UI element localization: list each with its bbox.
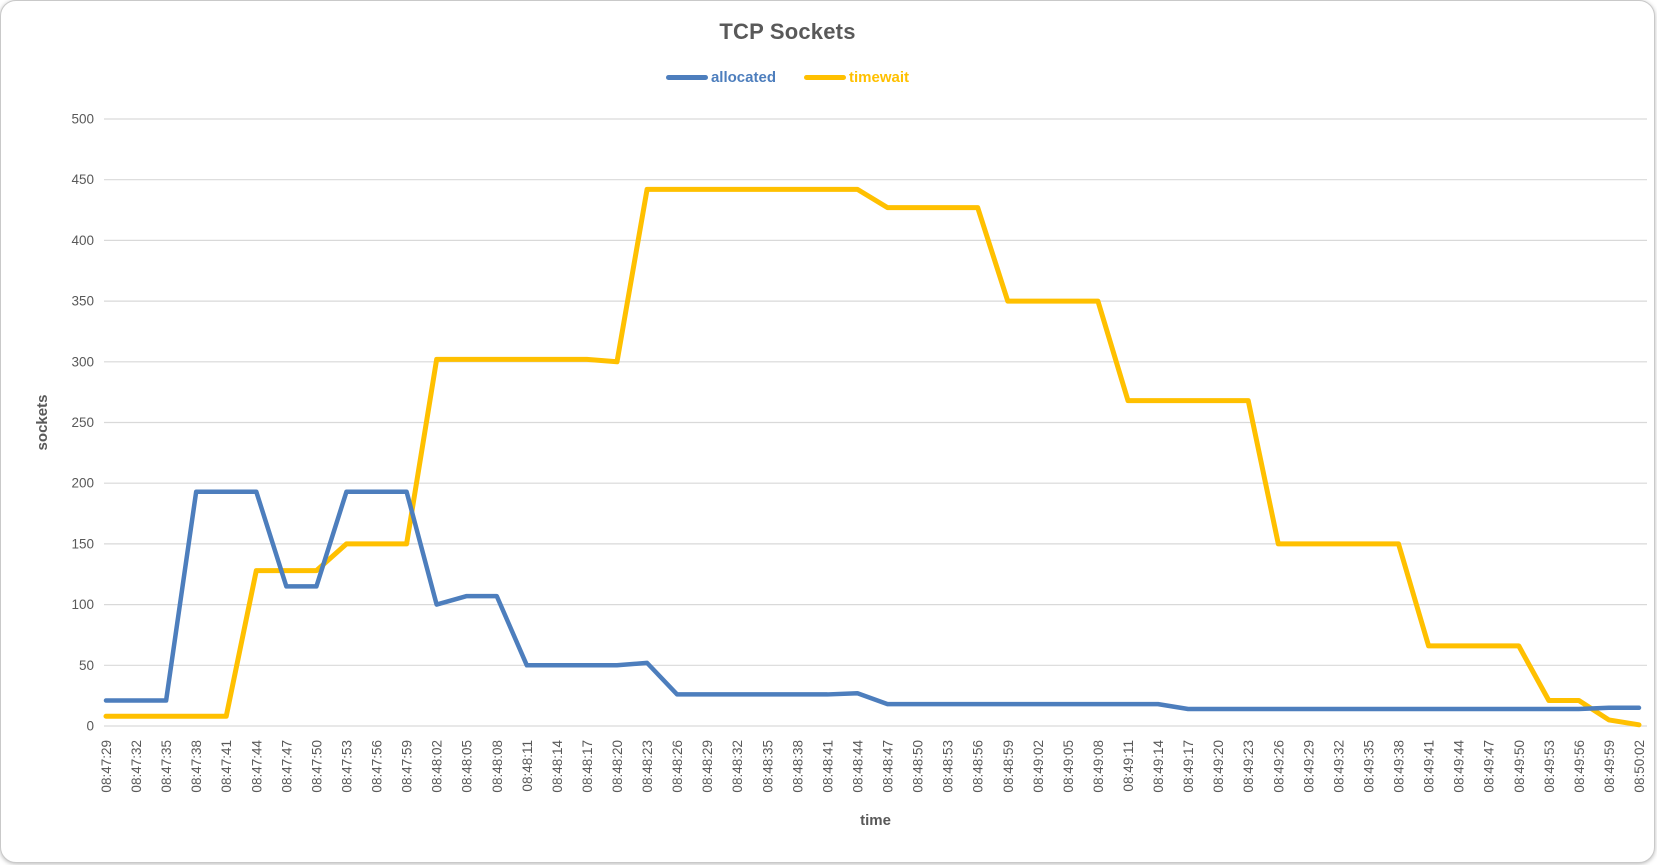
y-tick-label-300: 300 — [71, 354, 94, 369]
x-tick-label-49: 08:49:56 — [1572, 740, 1587, 793]
x-tick-label-42: 08:49:35 — [1361, 740, 1376, 793]
x-tick-label-9: 08:47:56 — [370, 740, 385, 793]
x-tick-label-30: 08:48:59 — [1001, 740, 1016, 793]
x-tick-label-32: 08:49:05 — [1061, 740, 1076, 793]
x-tick-label-7: 08:47:50 — [309, 740, 324, 793]
x-tick-label-37: 08:49:20 — [1211, 740, 1226, 793]
x-tick-label-21: 08:48:32 — [730, 740, 745, 793]
chart-legend: allocated timewait — [1, 69, 1574, 86]
x-tick-label-38: 08:49:23 — [1241, 740, 1256, 793]
x-tick-label-13: 08:48:08 — [490, 740, 505, 793]
x-tick-label-26: 08:48:47 — [881, 740, 896, 793]
x-tick-label-1: 08:47:32 — [129, 740, 144, 793]
y-tick-label-500: 500 — [71, 112, 94, 127]
y-tick-label-450: 450 — [71, 172, 94, 187]
x-tick-label-25: 08:48:44 — [850, 740, 865, 793]
x-tick-label-33: 08:49:08 — [1091, 740, 1106, 793]
x-tick-label-8: 08:47:53 — [339, 740, 354, 793]
y-tick-label-0: 0 — [86, 719, 94, 734]
legend-label-allocated: allocated — [710, 69, 776, 86]
y-tick-label-250: 250 — [71, 415, 94, 430]
x-tick-label-27: 08:48:50 — [911, 740, 926, 793]
x-tick-label-17: 08:48:20 — [610, 740, 625, 793]
x-tick-label-6: 08:47:47 — [279, 740, 294, 793]
x-tick-label-48: 08:49:53 — [1542, 740, 1557, 793]
x-tick-label-23: 08:48:38 — [790, 740, 805, 793]
x-tick-label-11: 08:48:02 — [430, 740, 445, 793]
x-tick-label-24: 08:48:41 — [820, 740, 835, 793]
x-tick-label-20: 08:48:29 — [700, 740, 715, 793]
x-tick-label-39: 08:49:26 — [1271, 740, 1286, 793]
x-tick-label-36: 08:49:17 — [1181, 740, 1196, 793]
x-tick-label-14: 08:48:11 — [520, 740, 535, 792]
x-tick-label-46: 08:49:47 — [1482, 740, 1497, 793]
x-axis-title: time — [860, 812, 891, 829]
x-tick-label-51: 08:50:02 — [1632, 740, 1647, 793]
x-tick-label-16: 08:48:17 — [580, 740, 595, 793]
series-line-allocated — [103, 489, 1642, 712]
x-tick-label-12: 08:48:05 — [460, 740, 475, 793]
x-tick-label-50: 08:49:59 — [1602, 740, 1617, 793]
x-tick-label-29: 08:48:56 — [971, 740, 986, 793]
x-tick-label-18: 08:48:23 — [640, 740, 655, 793]
x-tick-label-45: 08:49:44 — [1452, 740, 1467, 793]
x-tick-label-5: 08:47:44 — [249, 740, 264, 793]
x-tick-label-41: 08:49:32 — [1331, 740, 1346, 793]
y-tick-label-200: 200 — [71, 476, 94, 491]
x-tick-label-28: 08:48:53 — [941, 740, 956, 793]
y-axis-title: sockets — [34, 395, 51, 451]
x-tick-label-44: 08:49:41 — [1422, 740, 1437, 793]
y-tick-label-350: 350 — [71, 294, 94, 309]
y-tick-label-150: 150 — [71, 536, 94, 551]
timewait-line-swatch-icon — [804, 75, 846, 80]
chart-title: TCP Sockets — [719, 19, 856, 44]
x-tick-label-35: 08:49:14 — [1151, 740, 1166, 793]
x-tick-label-47: 08:49:50 — [1512, 740, 1527, 793]
y-tick-label-50: 50 — [79, 658, 94, 673]
y-tick-label-100: 100 — [71, 597, 94, 612]
x-tick-label-34: 08:49:11 — [1121, 740, 1136, 792]
series-line-timewait — [103, 186, 1642, 728]
x-tick-label-15: 08:48:14 — [550, 740, 565, 793]
y-tick-label-400: 400 — [71, 233, 94, 248]
x-tick-label-22: 08:48:35 — [760, 740, 775, 793]
x-tick-label-31: 08:49:02 — [1031, 740, 1046, 793]
x-tick-label-3: 08:47:38 — [189, 740, 204, 793]
x-tick-label-2: 08:47:35 — [159, 740, 174, 793]
legend-label-timewait: timewait — [849, 69, 910, 86]
x-tick-label-40: 08:49:29 — [1301, 740, 1316, 793]
x-tick-label-0: 08:47:29 — [99, 740, 114, 793]
legend-item-timewait[interactable]: timewait — [804, 69, 909, 86]
x-tick-label-19: 08:48:26 — [670, 740, 685, 793]
allocated-line-swatch-icon — [665, 75, 708, 80]
legend-item-allocated[interactable]: allocated — [665, 69, 776, 86]
x-tick-label-10: 08:47:59 — [400, 740, 415, 793]
x-tick-label-4: 08:47:41 — [219, 740, 234, 793]
x-tick-label-43: 08:49:38 — [1392, 740, 1407, 793]
